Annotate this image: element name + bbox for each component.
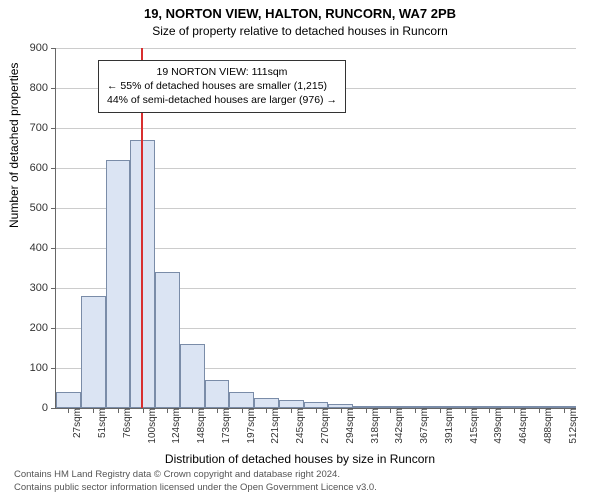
y-tick-label: 0	[42, 402, 56, 414]
histogram-bar	[81, 296, 106, 408]
y-tick-label: 100	[30, 362, 56, 374]
histogram-bar	[526, 406, 551, 408]
x-tick-label: 245sqm	[289, 408, 306, 444]
histogram-bar	[378, 406, 403, 408]
annotation-line-2: ← 55% of detached houses are smaller (1,…	[107, 79, 337, 93]
x-tick-label: 415sqm	[463, 408, 480, 444]
x-tick-label: 124sqm	[165, 408, 182, 444]
y-tick-label: 600	[30, 162, 56, 174]
x-tick-label: 391sqm	[438, 408, 455, 444]
y-tick-label: 900	[30, 42, 56, 54]
chart-container: 19, NORTON VIEW, HALTON, RUNCORN, WA7 2P…	[0, 0, 600, 500]
x-axis-label: Distribution of detached houses by size …	[0, 452, 600, 466]
footer-attribution: Contains HM Land Registry data © Crown c…	[14, 469, 377, 494]
x-tick-label: 76sqm	[116, 408, 133, 438]
x-tick-label: 367sqm	[413, 408, 430, 444]
footer-line-1: Contains HM Land Registry data © Crown c…	[14, 469, 377, 481]
x-tick-label: 512sqm	[562, 408, 579, 444]
gridline	[56, 48, 576, 49]
annotation-line-1: 19 NORTON VIEW: 111sqm	[107, 65, 337, 79]
x-tick-label: 51sqm	[91, 408, 108, 438]
y-tick-label: 200	[30, 322, 56, 334]
histogram-bar	[254, 398, 279, 408]
histogram-bar	[155, 272, 180, 408]
x-tick-label: 197sqm	[240, 408, 257, 444]
x-tick-label: 27sqm	[66, 408, 83, 438]
x-tick-label: 100sqm	[141, 408, 158, 444]
gridline	[56, 128, 576, 129]
x-tick-label: 318sqm	[364, 408, 381, 444]
chart-subtitle: Size of property relative to detached ho…	[0, 24, 600, 38]
plot-area: 19 NORTON VIEW: 111sqm ← 55% of detached…	[55, 48, 576, 409]
y-axis-label: Number of detached properties	[7, 63, 21, 228]
x-tick-label: 342sqm	[388, 408, 405, 444]
histogram-bar	[551, 406, 576, 408]
y-tick-label: 800	[30, 82, 56, 94]
footer-line-2: Contains public sector information licen…	[14, 482, 377, 494]
x-tick-label: 488sqm	[537, 408, 554, 444]
y-tick-label: 400	[30, 242, 56, 254]
annotation-box: 19 NORTON VIEW: 111sqm ← 55% of detached…	[98, 60, 346, 113]
y-tick-label: 300	[30, 282, 56, 294]
chart-title: 19, NORTON VIEW, HALTON, RUNCORN, WA7 2P…	[0, 6, 600, 21]
histogram-bar	[205, 380, 230, 408]
x-tick-label: 464sqm	[512, 408, 529, 444]
histogram-bar	[452, 406, 477, 408]
annotation-line-3: 44% of semi-detached houses are larger (…	[107, 93, 337, 107]
histogram-bar	[477, 406, 502, 408]
histogram-bar	[502, 406, 527, 408]
histogram-bar	[56, 392, 81, 408]
histogram-bar	[403, 406, 428, 408]
x-tick-label: 270sqm	[314, 408, 331, 444]
y-tick-label: 700	[30, 122, 56, 134]
x-tick-label: 221sqm	[264, 408, 281, 444]
y-tick-label: 500	[30, 202, 56, 214]
x-tick-label: 439sqm	[487, 408, 504, 444]
histogram-bar	[427, 406, 452, 408]
x-tick-label: 173sqm	[215, 408, 232, 444]
histogram-bar	[328, 404, 353, 408]
histogram-bar	[304, 402, 329, 408]
histogram-bar	[229, 392, 254, 408]
histogram-bar	[353, 406, 378, 408]
histogram-bar	[279, 400, 304, 408]
x-tick-label: 294sqm	[339, 408, 356, 444]
x-tick-label: 148sqm	[190, 408, 207, 444]
histogram-bar	[180, 344, 205, 408]
histogram-bar	[106, 160, 131, 408]
